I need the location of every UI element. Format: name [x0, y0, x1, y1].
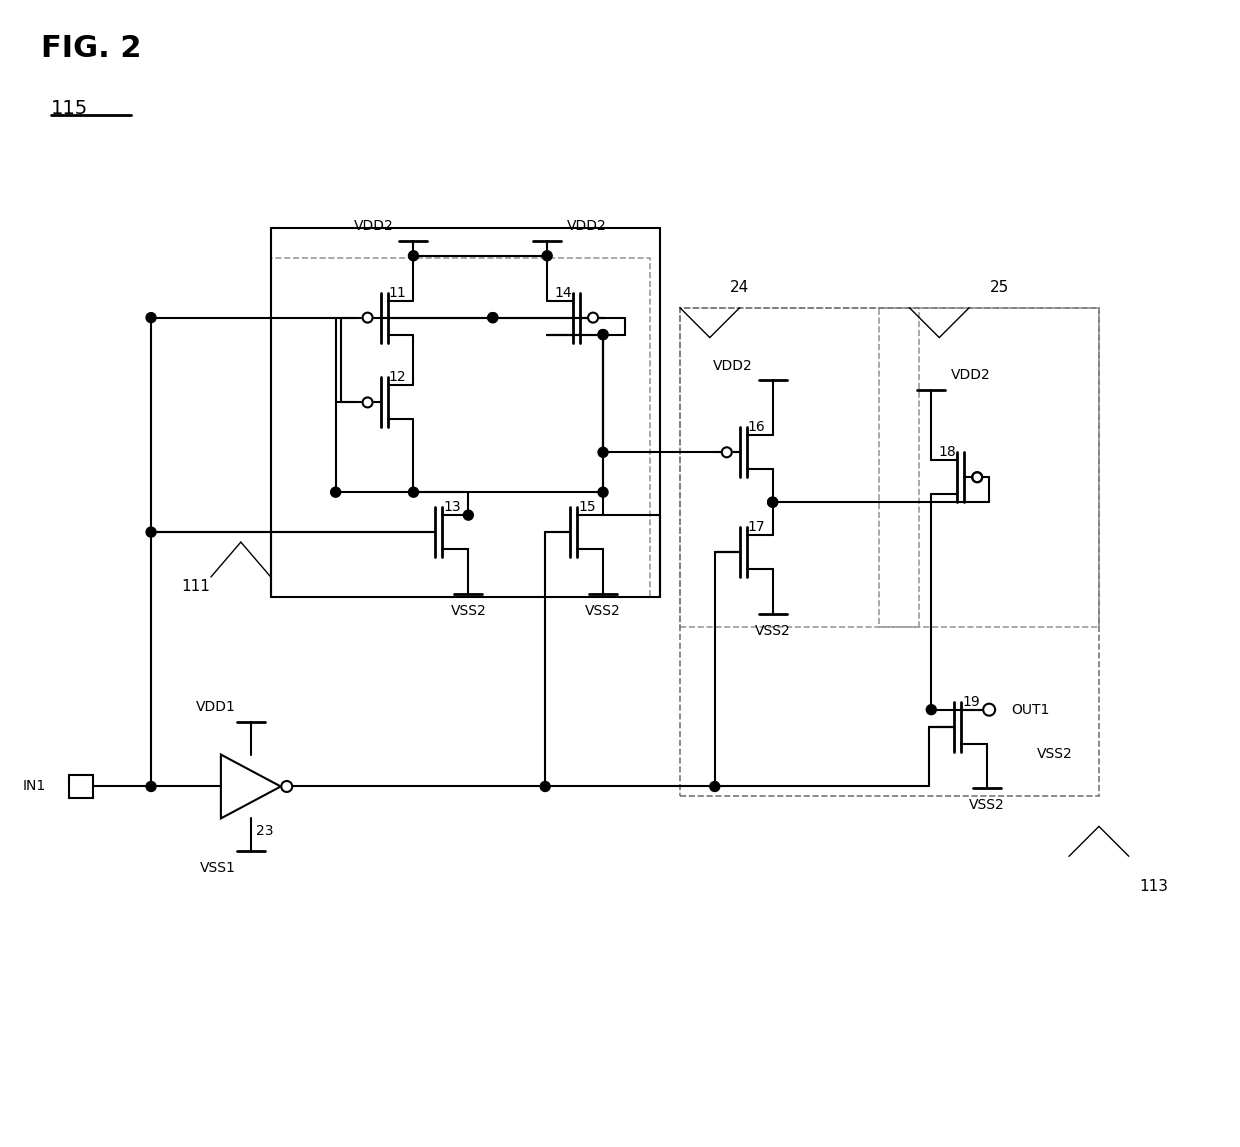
Text: VSS2: VSS2	[970, 798, 1006, 812]
Text: VDD1: VDD1	[196, 700, 236, 713]
Text: 16: 16	[748, 420, 765, 435]
Circle shape	[598, 329, 608, 340]
Text: 23: 23	[255, 825, 273, 838]
Text: 25: 25	[990, 280, 1009, 295]
Circle shape	[768, 497, 777, 507]
Circle shape	[541, 781, 551, 791]
Text: 12: 12	[388, 370, 407, 384]
Circle shape	[408, 487, 418, 497]
Bar	[270, 228, 660, 596]
Text: VSS2: VSS2	[450, 604, 486, 618]
Circle shape	[926, 704, 936, 715]
Text: VDD2: VDD2	[353, 219, 393, 233]
Circle shape	[972, 473, 982, 482]
Circle shape	[146, 313, 156, 322]
Text: VSS2: VSS2	[1037, 747, 1073, 760]
Text: 14: 14	[554, 286, 572, 299]
Circle shape	[331, 487, 341, 497]
Text: 17: 17	[748, 520, 765, 535]
Circle shape	[362, 313, 372, 322]
Circle shape	[709, 781, 719, 791]
Text: 13: 13	[444, 500, 461, 514]
Bar	[680, 307, 919, 627]
Circle shape	[464, 510, 474, 520]
Text: FIG. 2: FIG. 2	[41, 33, 141, 63]
Circle shape	[542, 251, 552, 260]
Bar	[69, 774, 93, 798]
Text: 113: 113	[1138, 879, 1168, 894]
Text: VDD2: VDD2	[951, 368, 991, 382]
Text: 18: 18	[939, 445, 956, 459]
Text: VSS1: VSS1	[200, 861, 236, 875]
Circle shape	[487, 313, 497, 322]
Text: 111: 111	[181, 579, 210, 594]
Text: OUT1: OUT1	[1011, 703, 1049, 717]
Text: VSS2: VSS2	[585, 604, 621, 618]
Circle shape	[598, 329, 608, 340]
Text: VDD2: VDD2	[567, 219, 606, 233]
Bar	[879, 307, 1099, 627]
Circle shape	[768, 497, 777, 507]
Circle shape	[983, 703, 996, 716]
Circle shape	[487, 313, 497, 322]
Circle shape	[972, 473, 982, 482]
Circle shape	[408, 251, 418, 260]
Text: 15: 15	[578, 500, 595, 514]
Circle shape	[281, 781, 293, 791]
Circle shape	[146, 781, 156, 791]
Bar	[680, 307, 1099, 796]
Text: VDD2: VDD2	[713, 359, 753, 373]
Circle shape	[598, 487, 608, 497]
Circle shape	[722, 447, 732, 458]
Circle shape	[588, 313, 598, 322]
Text: 19: 19	[962, 695, 980, 709]
Circle shape	[598, 447, 608, 458]
Text: VSS2: VSS2	[755, 624, 791, 638]
Text: 24: 24	[730, 280, 749, 295]
Text: 115: 115	[51, 99, 88, 118]
Text: 11: 11	[388, 286, 407, 299]
Circle shape	[362, 397, 372, 407]
Bar	[270, 258, 650, 596]
Text: IN1: IN1	[24, 780, 46, 794]
Circle shape	[146, 528, 156, 537]
